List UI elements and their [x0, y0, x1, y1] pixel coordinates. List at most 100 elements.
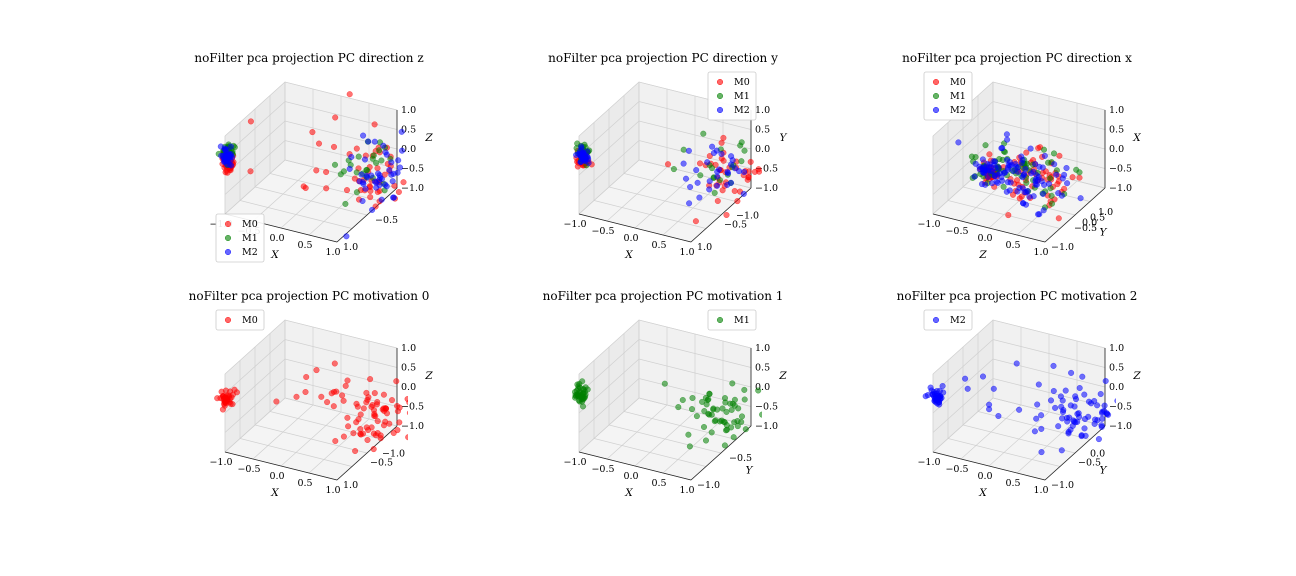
scatter-point-m2	[1007, 179, 1014, 186]
scatter-point-m2	[1039, 164, 1046, 171]
scatter-point-m2	[390, 194, 397, 201]
tick-label-a: −0.5	[237, 464, 260, 475]
scatter-point-m0	[1069, 174, 1076, 181]
scatter-point-m2	[1070, 417, 1077, 424]
tick-label-a: 0.5	[1005, 240, 1020, 251]
legend-label-m2: M2	[950, 315, 966, 326]
scatter-point-m1	[741, 396, 748, 403]
grid-line-y	[608, 347, 722, 454]
grid-line-y	[269, 95, 383, 202]
scatter-point-m0	[342, 382, 349, 389]
scatter-point-m0	[1005, 212, 1012, 219]
scatter-point-m2	[986, 406, 993, 413]
grid-line-y	[608, 109, 722, 216]
scatter-point-m0	[346, 91, 353, 98]
scatter-point-m1	[670, 166, 677, 173]
tick-label-c: −0.5	[1109, 164, 1132, 175]
scatter-point-m2	[685, 147, 692, 154]
tick-label-c: 0.5	[401, 125, 416, 136]
tick-label-c: −1.0	[401, 183, 424, 194]
scatter-point-m0	[714, 197, 721, 204]
axis-line-a	[932, 213, 1046, 243]
scatter-point-m2	[686, 200, 693, 207]
scatter-point-m2	[365, 138, 372, 145]
scatter-point-m1	[378, 157, 385, 164]
scatter-point-m2	[398, 128, 405, 135]
grid-line-y	[977, 333, 1091, 440]
scatter-point-m2	[1094, 402, 1101, 409]
scatter-point-m1	[721, 419, 728, 426]
scatter-point-m0	[357, 426, 364, 433]
scatter-point-m2	[1095, 436, 1102, 443]
scatter-point-m1	[703, 401, 710, 408]
tick-label-c: −0.5	[755, 164, 778, 175]
scatter-point-m2	[922, 393, 929, 400]
scatter-point-m1	[582, 393, 589, 400]
legend: M0 M1 M2	[923, 71, 973, 121]
axis-label-a: Z	[978, 249, 987, 261]
legend-marker-m2	[933, 106, 940, 113]
axis-label-b: Y	[746, 465, 754, 477]
scatter-point-m2	[1030, 193, 1037, 200]
scatter-point-m2	[389, 178, 396, 185]
grid-line-y	[962, 109, 1076, 216]
tick-label-c: −1.0	[401, 421, 424, 432]
scatter-point-m1	[1048, 200, 1055, 207]
scatter-point-m2	[962, 375, 969, 382]
axis-label-a: X	[978, 487, 987, 499]
scatter-point-m0	[406, 410, 408, 416]
scatter-point-m1	[719, 405, 726, 412]
scatter-point-m2	[1004, 156, 1011, 163]
grid-line-z	[578, 140, 752, 195]
scatter-point-m1	[364, 167, 371, 174]
scatter-point-m0	[339, 392, 346, 399]
scatter-point-m1	[680, 146, 687, 153]
scatter-point-m2	[378, 196, 385, 203]
scatter-point-m2	[1033, 181, 1040, 188]
scatter-point-m2	[1099, 415, 1106, 422]
subplot-5: −1.0−0.50.00.51.0 −1.0−0.50.01.00.50.0−0.…	[897, 289, 1142, 499]
scatter-point-m0	[318, 393, 325, 400]
tick-label-a: 1.0	[325, 485, 340, 496]
scatter-point-m2	[1016, 184, 1023, 191]
scatter-point-m2	[1076, 385, 1083, 392]
scatter-point-m1	[714, 406, 721, 413]
scatter-point-m2	[1053, 171, 1060, 178]
scatter-point-m1	[693, 413, 700, 420]
axis-label-a: X	[270, 487, 279, 499]
subplot-0: −1.0−0.50.00.51.01.0−0.51.00.50.0−0.5−1.…	[194, 51, 433, 263]
scatter-point-m0	[331, 143, 338, 150]
scatter-point-m2	[1016, 406, 1023, 413]
scatter-point-m2	[222, 157, 229, 164]
scatter-point-m2	[227, 143, 234, 150]
scatter-point-m2	[346, 165, 353, 172]
scatter-point-m2	[1071, 403, 1078, 410]
scatter-point-m2	[1052, 404, 1059, 411]
legend-label-m1: M1	[950, 91, 966, 102]
scatter-point-m1	[685, 431, 692, 438]
scatter-point-m0	[368, 403, 375, 410]
scatter-point-m0	[353, 145, 360, 152]
scatter-point-m0	[374, 399, 381, 406]
scatter-point-m0	[218, 388, 225, 395]
legend-marker-m2	[224, 248, 231, 255]
scatter-point-m2	[997, 170, 1004, 177]
scatter-point-m2	[991, 161, 998, 168]
tick-label-b: −0.5	[724, 220, 747, 231]
axis-label-b: Y	[1100, 227, 1108, 239]
scatter-point-m2	[979, 156, 986, 163]
scatter-point-m2	[1018, 153, 1025, 160]
scatter-point-m2	[1040, 207, 1047, 214]
tick-label-c: 0.0	[755, 382, 770, 393]
tick-label-a: −1.0	[563, 219, 586, 230]
scatter-point-m2	[999, 145, 1006, 152]
tick-label-c: −1.0	[1109, 421, 1132, 432]
tick-label-c: 0.5	[755, 125, 770, 136]
scatter-point-m2	[359, 197, 366, 204]
tick-label-c: −0.5	[755, 402, 778, 413]
axis-label-a: X	[624, 249, 633, 261]
scatter-point-m1	[353, 189, 360, 196]
legend: M1	[707, 309, 757, 331]
scatter-point-m2	[1065, 428, 1072, 435]
scatter-point-m0	[381, 422, 388, 429]
